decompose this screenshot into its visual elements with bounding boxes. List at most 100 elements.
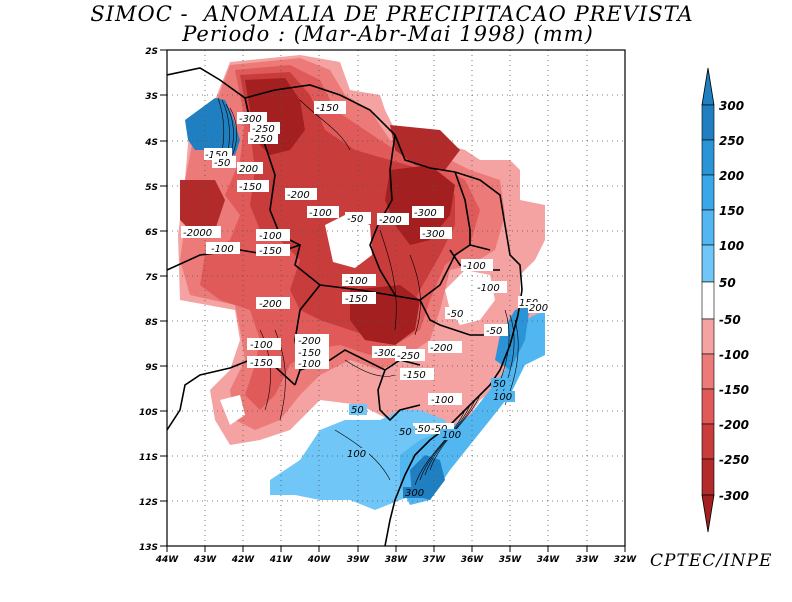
contour-label: -150 xyxy=(342,292,376,305)
x-tick-label: 38W xyxy=(385,555,409,565)
legend-swatch xyxy=(701,423,715,460)
contour-label: -300 xyxy=(237,112,267,125)
contour-label: 100 xyxy=(491,391,515,403)
svg-text:-200: -200 xyxy=(379,215,402,226)
contour-label: -100 xyxy=(206,242,240,255)
legend-swatch xyxy=(701,209,715,246)
svg-text:-100: -100 xyxy=(463,261,486,272)
legend-swatch xyxy=(701,281,715,320)
contour-label: -200 xyxy=(256,297,290,310)
svg-text:-100: -100 xyxy=(259,231,282,242)
contour-label: -150 xyxy=(314,101,346,114)
legend-arrow-top xyxy=(701,67,715,106)
legend-label: 150 xyxy=(719,204,744,218)
legend-arrow-bottom xyxy=(701,494,715,533)
svg-text:-100: -100 xyxy=(431,395,454,406)
y-tick-label: 9S xyxy=(145,363,158,373)
svg-text:100: 100 xyxy=(493,392,512,403)
contour-label: -100 xyxy=(295,357,329,370)
svg-text:300: 300 xyxy=(405,488,424,499)
contour-label: -50 xyxy=(413,423,437,435)
contour-label: -300 xyxy=(412,206,444,219)
legend-swatch xyxy=(701,318,715,355)
y-tick-label: 5S xyxy=(145,183,158,193)
contour-label: -150 xyxy=(237,180,269,193)
contour-label: -100 xyxy=(307,206,339,219)
svg-text:-50: -50 xyxy=(486,326,502,337)
y-axis: 2S 3S 4S 5S 6S 7S 8S 9S 10S 11S 12S 13S xyxy=(139,47,167,553)
contour-label: -200 xyxy=(295,334,329,347)
y-tick-label: 4S xyxy=(144,138,158,148)
contour-label: 300 xyxy=(403,487,429,499)
svg-text:-2000: -2000 xyxy=(183,228,212,239)
svg-text:-50: -50 xyxy=(214,158,230,169)
legend-label: 200 xyxy=(719,169,744,183)
svg-text:-100: -100 xyxy=(211,244,234,255)
field-neutral-south xyxy=(220,395,245,425)
svg-text:-150: -150 xyxy=(345,294,368,305)
contour-label: -250 xyxy=(248,132,278,145)
x-tick-label: 32W xyxy=(614,555,638,565)
svg-text:-150: -150 xyxy=(403,370,426,381)
svg-text:100: 100 xyxy=(442,430,461,441)
svg-text:-300: -300 xyxy=(239,114,262,125)
contour-labels: -150 -300 -250 -250 -150 -50 200 -150 -2… xyxy=(181,101,550,499)
contour-label: 50 xyxy=(491,378,509,390)
x-tick-label: 36W xyxy=(461,555,485,565)
x-tick-label: 39W xyxy=(347,555,371,565)
contour-label: -50 xyxy=(484,324,508,337)
contour-label: 200 xyxy=(528,302,550,314)
field-positive-northwest xyxy=(185,98,240,155)
svg-text:-150: -150 xyxy=(250,358,273,369)
svg-text:-100: -100 xyxy=(309,208,332,219)
svg-text:-150: -150 xyxy=(316,103,339,114)
map-title: SIMOC - ANOMALIA DE PRECIPITACAO PREVIST… xyxy=(90,2,694,26)
svg-text:-300: -300 xyxy=(422,229,445,240)
legend-label: -250 xyxy=(719,453,749,467)
legend-swatch xyxy=(701,139,715,176)
svg-text:-300: -300 xyxy=(374,348,397,359)
svg-text:-250: -250 xyxy=(252,124,275,135)
x-axis: 44W 43W 42W 41W 40W 39W 38W 37W 36W 35W … xyxy=(155,546,638,565)
x-tick-label: 42W xyxy=(231,555,256,565)
legend-swatch xyxy=(701,244,715,283)
svg-text:-150: -150 xyxy=(259,246,282,257)
legend-label: 250 xyxy=(719,134,744,148)
contour-label: -300 xyxy=(420,227,452,240)
contour-label: -150 xyxy=(295,346,329,359)
svg-text:-200: -200 xyxy=(430,343,453,354)
credit-label: CPTEC/INPE xyxy=(650,551,773,571)
contour-label: -100 xyxy=(256,229,290,242)
svg-text:-300: -300 xyxy=(414,208,437,219)
contour-label: -50 xyxy=(445,307,471,320)
contour-label: 50 xyxy=(397,426,415,438)
contour-label: -100 xyxy=(247,338,281,351)
y-tick-label: 3S xyxy=(145,92,158,102)
contour-label: -100 xyxy=(475,281,507,294)
svg-text:-50: -50 xyxy=(414,424,430,435)
contour-label: 100 xyxy=(440,429,464,441)
contour-label: -200 xyxy=(377,213,409,226)
svg-text:-50: -50 xyxy=(431,424,447,435)
field-core-negative-west xyxy=(180,180,225,235)
legend-label: 50 xyxy=(719,276,736,290)
contour-label: -2000 xyxy=(181,226,221,239)
contour-label: 100 xyxy=(345,448,369,460)
field-neutral-center xyxy=(325,215,372,268)
contour-label: -100 xyxy=(428,393,462,406)
svg-text:-250: -250 xyxy=(397,351,420,362)
legend-label: -50 xyxy=(719,313,741,327)
contour-label: -100 xyxy=(342,274,376,287)
svg-text:-200: -200 xyxy=(298,336,321,347)
svg-text:-100: -100 xyxy=(345,276,368,287)
x-tick-label: 35W xyxy=(499,555,523,565)
svg-text:50: 50 xyxy=(493,379,506,390)
svg-text:-200: -200 xyxy=(287,190,310,201)
legend-label: -300 xyxy=(719,489,749,503)
contour-label: -50 xyxy=(345,212,371,225)
svg-text:200: 200 xyxy=(529,303,548,314)
legend-label: 300 xyxy=(719,99,744,113)
contour-label: -50 xyxy=(212,156,236,169)
contour-label: -50 xyxy=(430,423,454,435)
